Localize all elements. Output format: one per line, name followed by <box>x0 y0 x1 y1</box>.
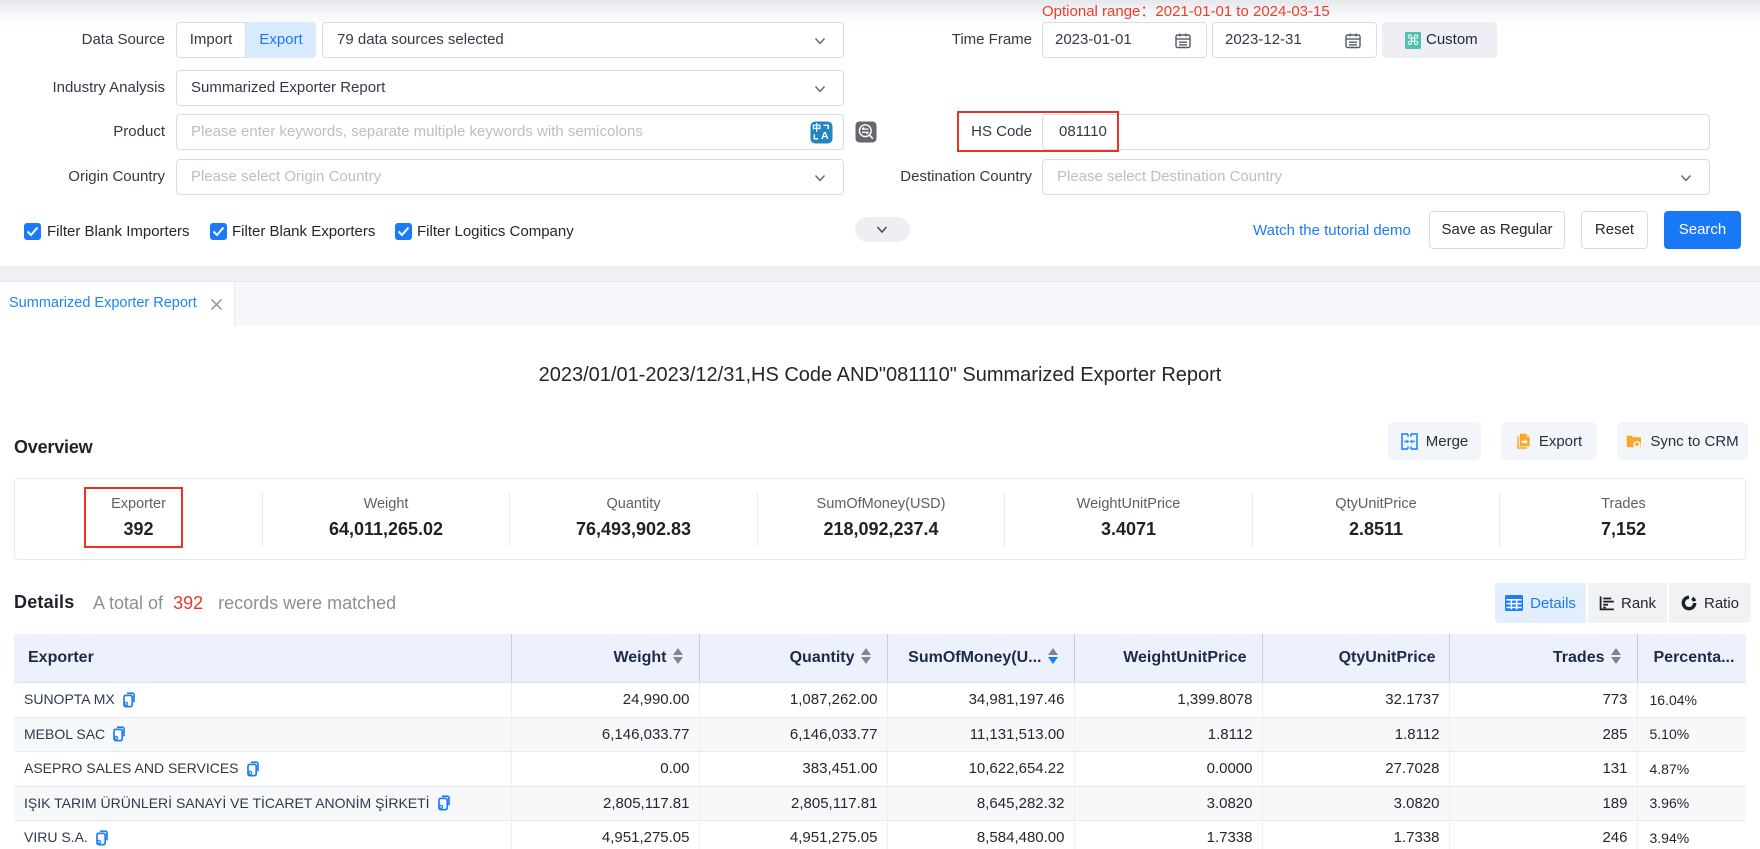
svg-text:中: 中 <box>812 122 821 133</box>
svg-text:⌘: ⌘ <box>1406 32 1420 48</box>
svg-text:A: A <box>821 130 829 142</box>
